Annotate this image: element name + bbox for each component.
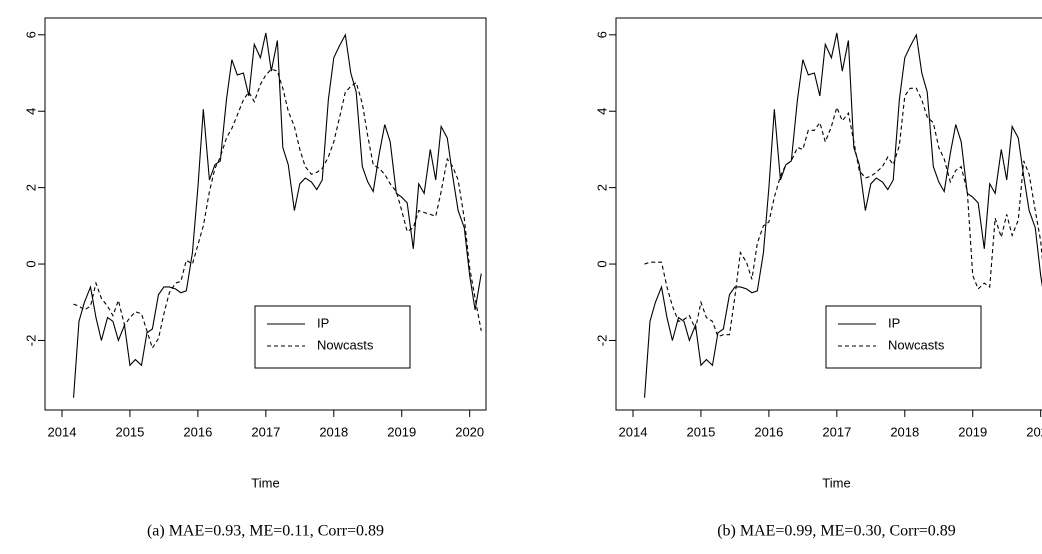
legend-label: IP [888,315,900,330]
y-tick-label: -2 [594,335,609,347]
legend-label: IP [317,315,329,330]
legend-box [254,305,411,369]
y-tick-label: 0 [23,260,38,267]
y-tick-label: -2 [23,335,38,347]
chart: -2 0 2 4 6 2014 2015 2016 2017 2018 2019 2020 Time (a… [23,17,487,540]
y-tick-label: 2 [23,184,38,191]
y-tick-label: 0 [594,260,609,267]
x-axis-label: Time [822,475,850,490]
legend-box [825,305,982,369]
x-tick-label: 2017 [251,424,280,439]
x-tick-label: 2020 [1026,424,1042,439]
series-line [643,32,1042,398]
y-tick-label: 4 [23,108,38,115]
series-line [644,87,1042,338]
x-tick-label: 2020 [455,424,484,439]
x-tick-label: 2016 [754,424,783,439]
y-tick-label: 4 [594,108,609,115]
y-tick-label: 2 [594,184,609,191]
x-tick-label: 2016 [183,424,212,439]
chart: -2 0 2 4 6 2014 2015 2016 2017 2018 2019 2020 Time (b… [594,17,1042,540]
series-line [72,32,482,398]
x-tick-label: 2019 [387,424,416,439]
x-tick-label: 2015 [686,424,715,439]
legend-label: Nowcasts [888,337,945,352]
x-tick-label: 2015 [115,424,144,439]
x-tick-label: 2014 [619,424,648,439]
x-axis-label: Time [251,475,279,490]
caption: (a) MAE=0.93, ME=0.11, Corr=0.89 [147,523,384,540]
legend-label: Nowcasts [317,337,374,352]
x-tick-label: 2018 [319,424,348,439]
caption: (b) MAE=0.99, ME=0.30, Corr=0.89 [717,523,956,540]
x-tick-label: 2014 [48,424,77,439]
x-tick-label: 2019 [958,424,987,439]
y-tick-label: 6 [23,31,38,38]
x-tick-label: 2017 [822,424,851,439]
x-tick-label: 2018 [890,424,919,439]
y-tick-label: 6 [594,31,609,38]
